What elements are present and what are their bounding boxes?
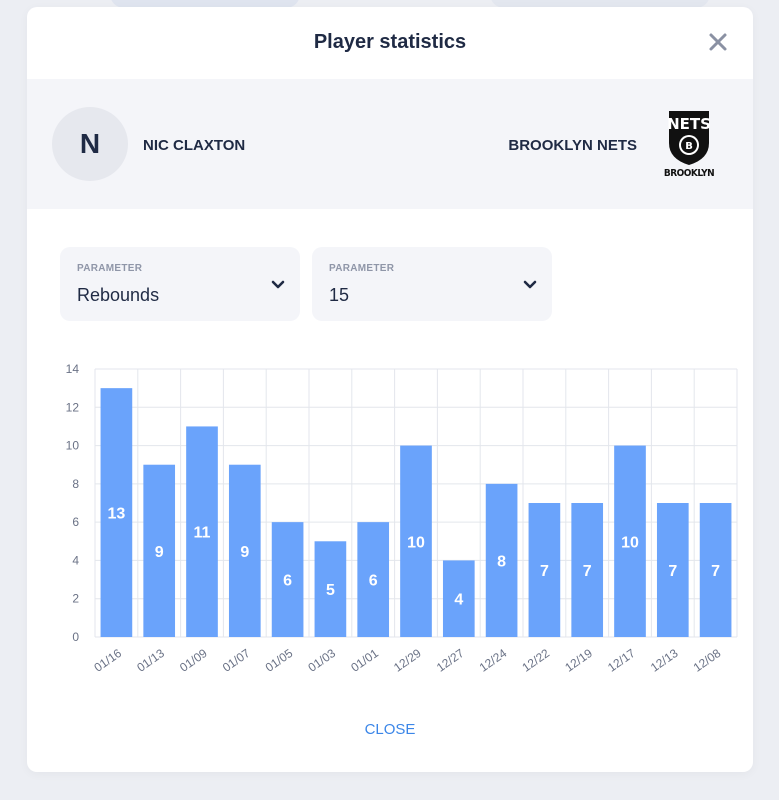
y-tick-label: 4: [72, 553, 79, 567]
x-tick-label: 01/13: [134, 646, 167, 675]
player-name: NIC CLAXTON: [143, 137, 246, 154]
nets-shield-icon: NETS B: [667, 111, 711, 165]
select-label: PARAMETER: [77, 263, 143, 274]
rebounds-bar-chart: 0 2 4 6 8 10 12 14 13 01/16 9 01/13 11 01/09 9 01/07 6 01…: [47, 357, 747, 697]
x-tick-label: 01/05: [263, 646, 296, 675]
select-label: PARAMETER: [329, 263, 395, 274]
x-tick-label: 12/22: [519, 646, 552, 675]
bar: [271, 522, 304, 637]
bar-value-label: 6: [369, 573, 378, 590]
background-decoration: [110, 0, 300, 8]
y-tick-label: 12: [66, 400, 80, 414]
x-tick-label: 12/29: [391, 646, 424, 675]
chart-svg: 0 2 4 6 8 10 12 14 13 01/16 9 01/13 11 01/09 9 01/07 6 01…: [66, 362, 738, 675]
x-tick-label: 12/27: [434, 646, 467, 675]
team-logo-top-text: NETS: [667, 115, 711, 133]
bar: [614, 445, 646, 637]
bar-value-label: 10: [621, 534, 639, 551]
close-button-label[interactable]: CLOSE: [364, 721, 416, 738]
bar-value-label: 9: [155, 544, 164, 561]
x-tick-label: 01/09: [177, 646, 210, 675]
modal-title: Player statistics: [313, 31, 467, 53]
bar: [571, 503, 604, 637]
bar-value-label: 8: [497, 553, 506, 570]
chevron-down-icon: [523, 280, 537, 289]
y-tick-label: 2: [72, 592, 79, 606]
modal-header: Player statistics: [27, 7, 753, 79]
close-icon[interactable]: [705, 29, 731, 55]
x-tick-label: 12/13: [648, 646, 681, 675]
bar: [228, 464, 261, 637]
x-tick-label: 01/01: [348, 646, 381, 675]
bar: [528, 503, 561, 637]
close-button[interactable]: CLOSE: [27, 721, 753, 738]
y-tick-label: 0: [72, 630, 79, 644]
team-name: BROOKLYN NETS: [508, 137, 637, 154]
bar: [400, 445, 432, 637]
x-tick-label: 01/07: [220, 646, 253, 675]
svg-text:B: B: [685, 141, 693, 152]
bar: [442, 560, 475, 637]
bar-value-label: 7: [668, 563, 677, 580]
team-logo: NETS B BROOKLYN: [659, 107, 719, 179]
x-tick-label: 12/17: [605, 646, 638, 675]
parameter-select-games[interactable]: PARAMETER 15: [312, 247, 552, 321]
avatar: N: [52, 107, 128, 181]
bar-value-label: 11: [194, 525, 211, 542]
bar-value-label: 5: [326, 582, 335, 599]
bar: [485, 483, 518, 637]
x-tick-label: 12/19: [562, 646, 595, 675]
avatar-initial: N: [79, 128, 101, 159]
y-tick-label: 10: [66, 439, 80, 453]
bar-value-label: 7: [540, 563, 549, 580]
bar-value-label: 7: [711, 563, 720, 580]
select-value: Rebounds: [77, 285, 160, 305]
player-statistics-modal: Player statistics N NIC CLAXTON BROOKLYN…: [27, 7, 753, 772]
x-tick-label: 12/08: [691, 646, 724, 675]
y-tick-label: 6: [72, 515, 79, 529]
bar-value-label: 9: [240, 544, 249, 561]
team-logo-bottom-text: BROOKLYN: [663, 168, 715, 179]
bar-value-label: 10: [407, 534, 425, 551]
bar: [186, 426, 218, 637]
y-tick-label: 8: [72, 477, 79, 491]
bar: [656, 503, 689, 637]
bar-value-label: 13: [108, 506, 126, 523]
bar: [699, 503, 732, 637]
bar: [143, 464, 176, 637]
background-decoration: [490, 0, 710, 8]
parameter-select-stat[interactable]: PARAMETER Rebounds: [60, 247, 300, 321]
select-value: 15: [329, 285, 350, 305]
bar: [357, 522, 390, 637]
bar-value-label: 6: [283, 573, 292, 590]
x-tick-label: 01/03: [305, 646, 338, 675]
player-info-band: N NIC CLAXTON BROOKLYN NETS NETS B BROOK…: [27, 79, 753, 209]
y-tick-label: 14: [66, 362, 80, 376]
x-tick-label: 01/16: [91, 646, 124, 675]
x-tick-label: 12/24: [477, 646, 510, 675]
bar-value-label: 7: [583, 563, 592, 580]
bar: [100, 388, 133, 637]
chevron-down-icon: [271, 280, 285, 289]
bar-value-label: 4: [454, 592, 463, 609]
bar: [314, 541, 347, 637]
